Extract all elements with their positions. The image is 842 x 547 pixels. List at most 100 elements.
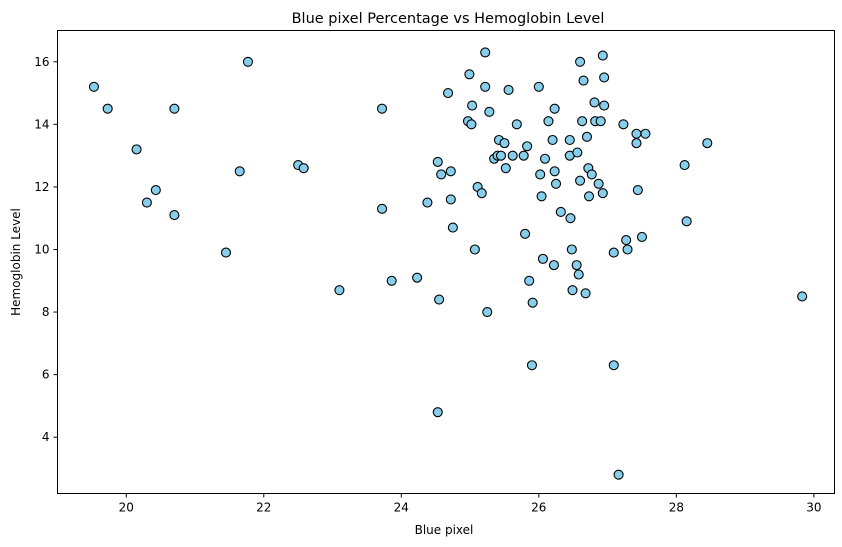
chart-title: Blue pixel Percentage vs Hemoglobin Leve… [292, 11, 605, 27]
x-tick-label: 20 [119, 501, 134, 515]
data-point [445, 194, 456, 205]
data-point [443, 88, 454, 99]
data-point [507, 150, 518, 161]
data-point [386, 275, 397, 286]
data-point [376, 203, 388, 214]
data-point [593, 178, 604, 189]
data-point [447, 222, 458, 233]
data-point [679, 159, 690, 171]
data-point [518, 150, 529, 161]
data-point [575, 56, 586, 67]
data-point [520, 228, 531, 239]
data-point [484, 106, 495, 117]
data-point [141, 197, 152, 208]
data-point [432, 407, 443, 418]
y-tick-label: 10 [34, 242, 49, 256]
data-point [234, 166, 245, 177]
data-point [640, 128, 651, 139]
x-tick-label: 22 [256, 501, 271, 515]
data-point [539, 153, 551, 164]
data-point [578, 75, 589, 86]
data-point [480, 81, 491, 92]
data-point [550, 178, 562, 189]
data-point [608, 360, 619, 371]
ticks-layer: 20 22 24 26 28 30 4 6 8 10 12 14 16 [34, 55, 821, 515]
data-point [527, 297, 538, 308]
data-point [169, 103, 180, 114]
data-point [549, 103, 560, 114]
data-point [467, 100, 478, 111]
data-point [567, 285, 578, 296]
data-point [581, 131, 593, 142]
data-point [631, 138, 642, 149]
y-tick-label: 12 [34, 180, 49, 194]
x-axis-title: Blue pixel [415, 523, 474, 537]
data-point [150, 185, 161, 196]
data-point [583, 191, 595, 202]
data-point [621, 235, 632, 246]
data-point [242, 56, 254, 67]
data-point [547, 134, 558, 146]
x-tick-label: 26 [531, 501, 546, 515]
data-point [436, 169, 447, 180]
data-point [334, 285, 345, 296]
data-point [566, 244, 577, 255]
data-point [533, 81, 544, 92]
data-point [577, 116, 588, 127]
data-point [631, 128, 642, 139]
data-point [543, 116, 554, 127]
points-layer [88, 47, 808, 480]
data-point [597, 188, 608, 199]
y-tick-label: 8 [42, 305, 50, 319]
data-point [613, 469, 624, 480]
data-point [503, 84, 514, 95]
data-point [169, 210, 180, 221]
data-point [580, 288, 591, 299]
data-point [535, 169, 546, 180]
data-point [88, 81, 99, 92]
y-tick-label: 4 [42, 430, 50, 444]
data-point [522, 141, 533, 152]
data-point [595, 116, 606, 127]
y-axis-title: Hemoglobin Level [9, 208, 23, 316]
data-point [702, 138, 713, 149]
data-point [632, 185, 643, 196]
data-point [571, 260, 582, 271]
data-point [480, 47, 491, 58]
data-point [376, 103, 388, 114]
data-point [445, 166, 456, 177]
data-point [599, 100, 610, 111]
data-point [499, 138, 510, 149]
data-point [572, 147, 583, 158]
data-point [599, 72, 610, 83]
data-point [511, 119, 522, 130]
data-point [102, 103, 113, 114]
data-point [466, 119, 477, 130]
data-point [636, 231, 648, 243]
data-point [524, 275, 535, 286]
data-point [597, 50, 608, 61]
data-point [536, 191, 547, 202]
data-point [495, 150, 507, 161]
data-point [469, 244, 480, 255]
data-point [573, 269, 584, 280]
x-tick-label: 28 [669, 501, 684, 515]
data-point [548, 260, 560, 271]
data-point [555, 206, 566, 217]
data-point [586, 169, 597, 180]
x-tick-label: 24 [394, 501, 409, 515]
data-point [412, 272, 423, 283]
data-point [220, 247, 232, 258]
y-tick-label: 6 [42, 368, 50, 382]
data-point [564, 134, 575, 146]
data-point [298, 163, 309, 174]
data-point [464, 69, 475, 80]
y-tick-label: 14 [34, 117, 49, 131]
data-point [526, 360, 538, 371]
data-point [681, 216, 692, 227]
data-point [575, 175, 586, 186]
data-point [565, 213, 576, 224]
data-point [589, 97, 600, 108]
